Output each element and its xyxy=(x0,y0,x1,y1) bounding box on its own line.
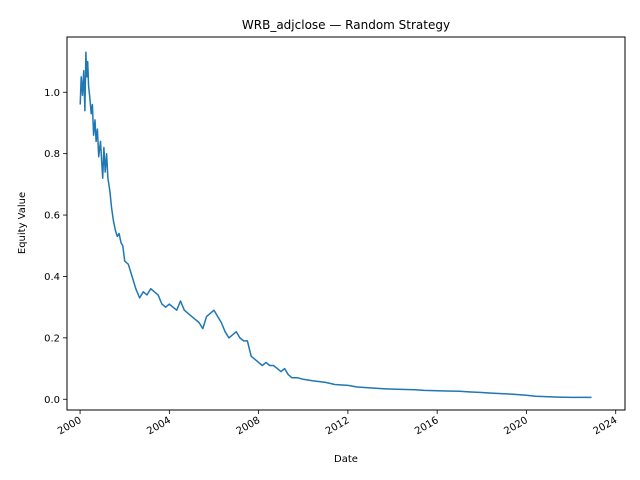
plot-frame xyxy=(66,36,626,411)
y-tick-label: 0.2 xyxy=(44,333,60,344)
y-axis-label: Equity Value xyxy=(17,192,28,254)
y-tick-label: 1.0 xyxy=(44,88,60,99)
equity-series-line xyxy=(79,51,592,399)
y-tick-label: 0.8 xyxy=(44,149,60,160)
y-tick-label: 0.4 xyxy=(44,272,60,283)
y-tick-label: 0.6 xyxy=(44,211,60,222)
x-axis-label: Date xyxy=(334,454,358,465)
y-axis-ticks: 0.0 0.2 0.4 0.6 0.8 1.0 xyxy=(44,88,67,406)
chart-title: WRB_adjclose — Random Strategy xyxy=(242,18,450,32)
y-tick-label: 0.0 xyxy=(44,395,60,406)
